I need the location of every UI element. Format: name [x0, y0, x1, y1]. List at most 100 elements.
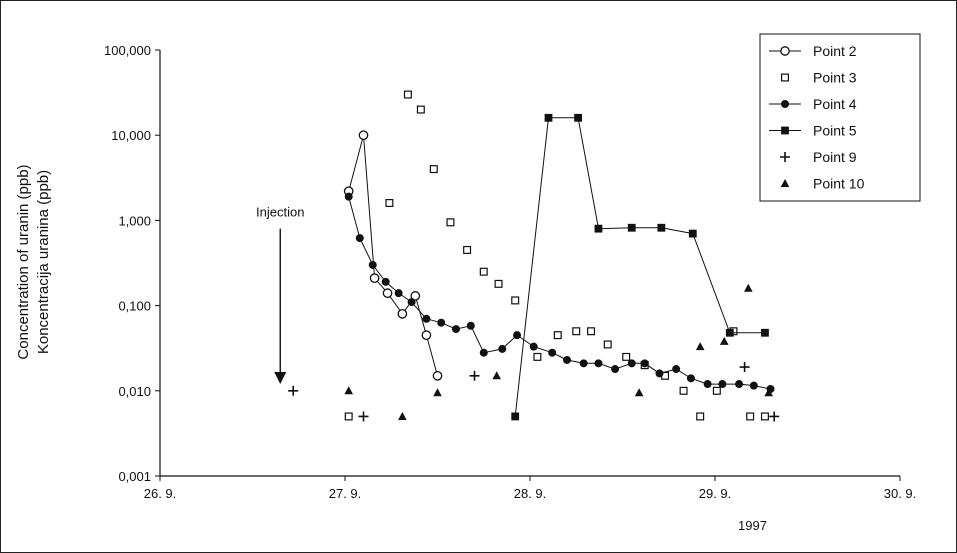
x-tick-label: 27. 9.: [329, 486, 362, 501]
data-point-point-3: [572, 327, 581, 336]
data-point-point-3: [446, 218, 455, 227]
data-point-point-10: [719, 336, 729, 345]
data-point-point-3: [403, 90, 412, 99]
data-point-point-10: [744, 283, 753, 292]
data-point-point-4: [640, 359, 649, 368]
data-point-point-5: [725, 328, 734, 337]
y-tick-label: 1,000: [118, 213, 151, 228]
data-point-point-4: [479, 348, 488, 357]
data-point-point-4: [466, 321, 475, 330]
y-axis-title: Concentration of uranin (ppb) Koncentrac…: [15, 164, 52, 359]
series-line-point-2: [348, 135, 438, 376]
data-point-point-2: [358, 130, 369, 141]
data-point-point-5: [688, 229, 697, 238]
legend-label-point-9: Point 9: [813, 149, 857, 165]
data-point-point-4: [627, 359, 636, 368]
data-point-point-4: [451, 325, 460, 334]
y-tick-label: 0,100: [118, 299, 151, 314]
data-point-point-4: [611, 365, 620, 374]
data-point-point-10: [344, 386, 353, 395]
data-point-point-4: [422, 314, 431, 323]
data-point-point-3: [696, 412, 705, 421]
data-point-point-4: [407, 298, 416, 307]
data-point-point-4: [655, 369, 664, 378]
y-tick-label: 0,010: [118, 384, 151, 399]
data-point-point-3: [553, 331, 562, 340]
data-point-point-4: [498, 344, 507, 353]
data-point-point-4: [437, 318, 446, 327]
legend-marker-point-5: [781, 126, 789, 135]
injection-arrow-head: [274, 372, 287, 385]
data-point-point-5: [657, 223, 666, 232]
series-point-10: [344, 283, 773, 420]
data-point-point-4: [563, 355, 572, 364]
data-point-point-9: [739, 362, 750, 373]
data-point-point-3: [416, 105, 425, 114]
data-point-point-10: [634, 388, 644, 397]
y-axis-title-line-1: Concentration of uranin (ppb): [15, 164, 32, 359]
data-point-point-2: [369, 273, 380, 283]
series-point-2: [343, 130, 443, 381]
data-point-point-5: [511, 412, 520, 421]
data-point-point-5: [761, 328, 769, 337]
data-point-point-3: [344, 412, 353, 421]
data-point-point-3: [533, 352, 542, 361]
data-point-point-4: [703, 380, 712, 389]
data-point-point-9: [358, 411, 369, 422]
data-point-point-10: [398, 411, 407, 420]
data-point-point-10: [492, 371, 501, 380]
data-point-point-3: [712, 386, 721, 395]
y-tick-label: 100,000: [104, 43, 151, 58]
data-point-point-4: [548, 348, 557, 357]
y-axis-title-line-2: Koncentracija uranina (ppb): [35, 170, 52, 354]
data-point-point-10: [764, 388, 773, 397]
data-point-point-3: [385, 199, 394, 208]
legend-marker-point-10: [780, 179, 790, 187]
x-tick-label: 29. 9.: [699, 486, 732, 501]
legend-label-point-2: Point 2: [813, 43, 857, 59]
series-line-point-5: [514, 117, 765, 417]
data-point-point-3: [494, 279, 503, 288]
x-axis-year-label: 1997: [738, 518, 767, 533]
data-point-point-3: [679, 386, 688, 395]
legend-label-point-3: Point 3: [813, 70, 857, 86]
data-point-point-3: [760, 412, 769, 421]
legend-marker-point-2: [780, 46, 790, 56]
data-point-point-10: [433, 388, 442, 397]
data-point-point-4: [686, 374, 695, 383]
data-point-point-3: [622, 352, 631, 361]
data-point-point-4: [718, 380, 727, 389]
plot-area: 100,000 10,000 1,000 0,100 0,010 0,001 26. 9. 2…: [104, 33, 921, 501]
data-point-point-2: [410, 291, 421, 301]
x-tick-label: 30. 9.: [884, 486, 917, 501]
data-point-point-3: [429, 165, 438, 174]
x-tick-label: 28. 9.: [514, 486, 547, 501]
y-tick-label: 0,001: [118, 469, 151, 484]
series-point-9: [288, 362, 780, 422]
data-point-point-3: [511, 296, 520, 305]
data-point-point-4: [579, 359, 588, 368]
legend-marker-point-4: [781, 100, 790, 109]
data-point-point-4: [529, 342, 538, 351]
data-point-point-3: [587, 327, 596, 336]
series-point-5: [511, 113, 769, 421]
injection-label: Injection: [256, 205, 304, 220]
x-tick-label: 26. 9.: [144, 486, 177, 501]
data-point-point-4: [735, 380, 744, 389]
legend-marker-point-9: [780, 152, 790, 162]
data-point-point-2: [432, 370, 443, 381]
data-point-point-3: [479, 267, 488, 276]
data-point-point-3: [746, 412, 755, 421]
data-point-point-3: [463, 245, 472, 254]
data-point-point-4: [672, 365, 681, 374]
data-point-point-2: [382, 288, 393, 298]
data-point-point-5: [574, 113, 582, 122]
data-point-point-9: [469, 370, 480, 381]
legend-label-point-5: Point 5: [813, 123, 857, 139]
data-point-point-10: [695, 342, 705, 351]
data-point-point-4: [394, 289, 403, 298]
series-point-4: [344, 192, 775, 393]
data-point-point-9: [769, 411, 780, 422]
data-point-point-5: [544, 113, 553, 122]
legend: Point 2 Point 3 Point 4 Point 5 Point 9 Point…: [759, 33, 921, 202]
